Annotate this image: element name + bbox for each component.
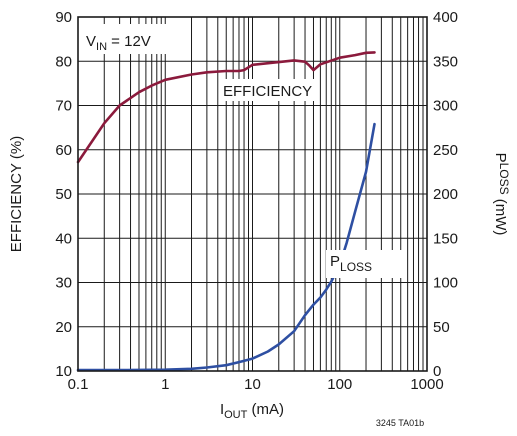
y-tick-label: 80 (55, 53, 72, 70)
figure-code: 3245 TA01b (376, 418, 424, 428)
y2-axis-title: PLOSS (mW) (492, 153, 511, 236)
x-tick-label: 100 (327, 376, 352, 393)
efficiency-series-label: EFFICIENCY (223, 83, 312, 100)
x-tick-label: 1 (161, 376, 169, 393)
y2-tick-label: 300 (433, 98, 458, 115)
y-tick-label: 30 (55, 275, 72, 292)
y-tick-label: 50 (55, 186, 72, 203)
y2-tick-label: 0 (433, 363, 441, 380)
x-axis-title: IOUT (mA) (220, 401, 284, 421)
y2-tick-label: 200 (433, 186, 458, 203)
y-tick-label: 40 (55, 230, 72, 247)
y2-tick-label: 400 (433, 9, 458, 26)
ploss-series-label: PLOSS (330, 253, 372, 274)
y-axis-title: EFFICIENCY (%) (8, 136, 25, 252)
ploss-label-box (326, 250, 404, 278)
y2-tick-label: 250 (433, 142, 458, 159)
y2-tick-label: 100 (433, 275, 458, 292)
grid (78, 17, 427, 371)
y-tick-label: 60 (55, 142, 72, 159)
y2-tick-label: 50 (433, 319, 450, 336)
y2-tick-label: 350 (433, 53, 458, 70)
x-tick-label: 10 (244, 376, 261, 393)
y-tick-label: 10 (55, 363, 72, 380)
plot-frame (77, 16, 428, 372)
x-tick-label: 1000 (410, 376, 443, 393)
series-line-efficiency (76, 51, 376, 164)
y-tick-label: 70 (55, 98, 72, 115)
vin-annotation-box (80, 24, 170, 54)
tick-labels: 0.1 1 10 100 1000 10 20 30 40 50 60 70 80 90 0 50 100 150… (55, 9, 458, 393)
x-tick-label: 0.1 (68, 376, 89, 393)
y2-tick-label: 150 (433, 230, 458, 247)
y-tick-label: 90 (55, 9, 72, 26)
y-tick-label: 20 (55, 319, 72, 336)
vin-annotation: VIN = 12V (86, 33, 151, 53)
efficiency-label-box (219, 79, 317, 101)
